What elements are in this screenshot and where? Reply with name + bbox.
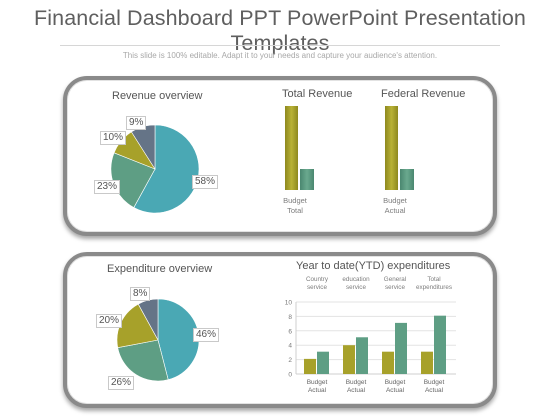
total-revenue-title: Total Revenue xyxy=(282,88,353,100)
ytd-x-tick-label: Actual xyxy=(386,387,405,394)
total-revenue-budget-bar xyxy=(285,106,298,190)
ytd-category-label: General xyxy=(384,276,406,283)
ytd-x-tick-label: Budget xyxy=(385,379,406,386)
ytd-bar xyxy=(434,315,446,374)
ytd-x-tick-label: Budget xyxy=(307,379,328,386)
ytd-bar xyxy=(395,322,407,374)
expenditure-overview-title: Expenditure overview xyxy=(107,263,213,275)
ytd-y-tick-label: 10 xyxy=(285,300,293,307)
ytd-category-label: service xyxy=(346,284,366,291)
revenue-pie-label-9: 9% xyxy=(126,116,147,130)
ytd-x-tick-label: Actual xyxy=(425,387,444,394)
slide-subtitle: This slide is 100% editable. Adapt it to… xyxy=(122,51,438,60)
ytd-category-label: Country xyxy=(306,276,329,283)
federal-revenue-actual-bar xyxy=(400,169,414,190)
ytd-y-tick-label: 2 xyxy=(288,357,292,364)
ytd-x-tick-label: Budget xyxy=(424,379,445,386)
total-revenue-total-label: Total xyxy=(287,206,303,215)
ytd-bar xyxy=(356,337,368,374)
ytd-category-label: service xyxy=(385,284,405,291)
ytd-bar xyxy=(343,345,355,374)
federal-revenue-title: Federal Revenue xyxy=(381,88,466,100)
total-revenue-total-bar xyxy=(300,169,314,190)
revenue-pie-label-23: 23% xyxy=(94,180,121,194)
ytd-category-label: education xyxy=(342,276,370,283)
revenue-pie-label-58: 58% xyxy=(192,175,219,189)
ytd-category-label: Total xyxy=(427,276,440,283)
expenditure-pie-label-26: 26% xyxy=(108,376,135,390)
ytd-bar xyxy=(304,358,316,374)
ytd-y-tick-label: 0 xyxy=(288,372,292,379)
ytd-x-tick-label: Actual xyxy=(347,387,366,394)
ytd-bar-chart: 0246810CountryserviceBudgetActualeducati… xyxy=(285,276,456,394)
revenue-pie-label-10: 10% xyxy=(100,131,127,145)
federal-revenue-budget-bar xyxy=(385,106,398,190)
ytd-expenditures-title: Year to date(YTD) expenditures xyxy=(296,260,451,272)
ytd-y-tick-label: 6 xyxy=(288,328,292,335)
ytd-bar xyxy=(382,351,394,374)
expenditure-pie-chart xyxy=(116,298,200,382)
revenue-pie-chart xyxy=(110,124,200,214)
ytd-y-tick-label: 8 xyxy=(288,314,292,321)
expenditure-pie-label-20: 20% xyxy=(96,314,123,328)
expenditure-pie-label-8: 8% xyxy=(130,287,151,301)
ytd-category-label: expenditures xyxy=(416,284,452,291)
ytd-category-label: service xyxy=(307,284,327,291)
federal-revenue-budget-label: Budget xyxy=(383,196,407,205)
ytd-x-tick-label: Actual xyxy=(308,387,327,394)
expenditure-pie-label-46: 46% xyxy=(193,328,220,342)
total-revenue-budget-label: Budget xyxy=(283,196,307,205)
expenditure-slice-26 xyxy=(117,339,169,382)
federal-revenue-actual-label: Actual xyxy=(384,206,406,215)
slide-title: Financial Dashboard PPT PowerPoint Prese… xyxy=(34,6,526,55)
revenue-overview-title: Revenue overview xyxy=(112,90,203,102)
title-divider xyxy=(60,45,500,46)
ytd-bar xyxy=(421,351,433,374)
ytd-y-tick-label: 4 xyxy=(288,343,292,350)
ytd-x-tick-label: Budget xyxy=(346,379,367,386)
ytd-bar xyxy=(317,351,329,374)
